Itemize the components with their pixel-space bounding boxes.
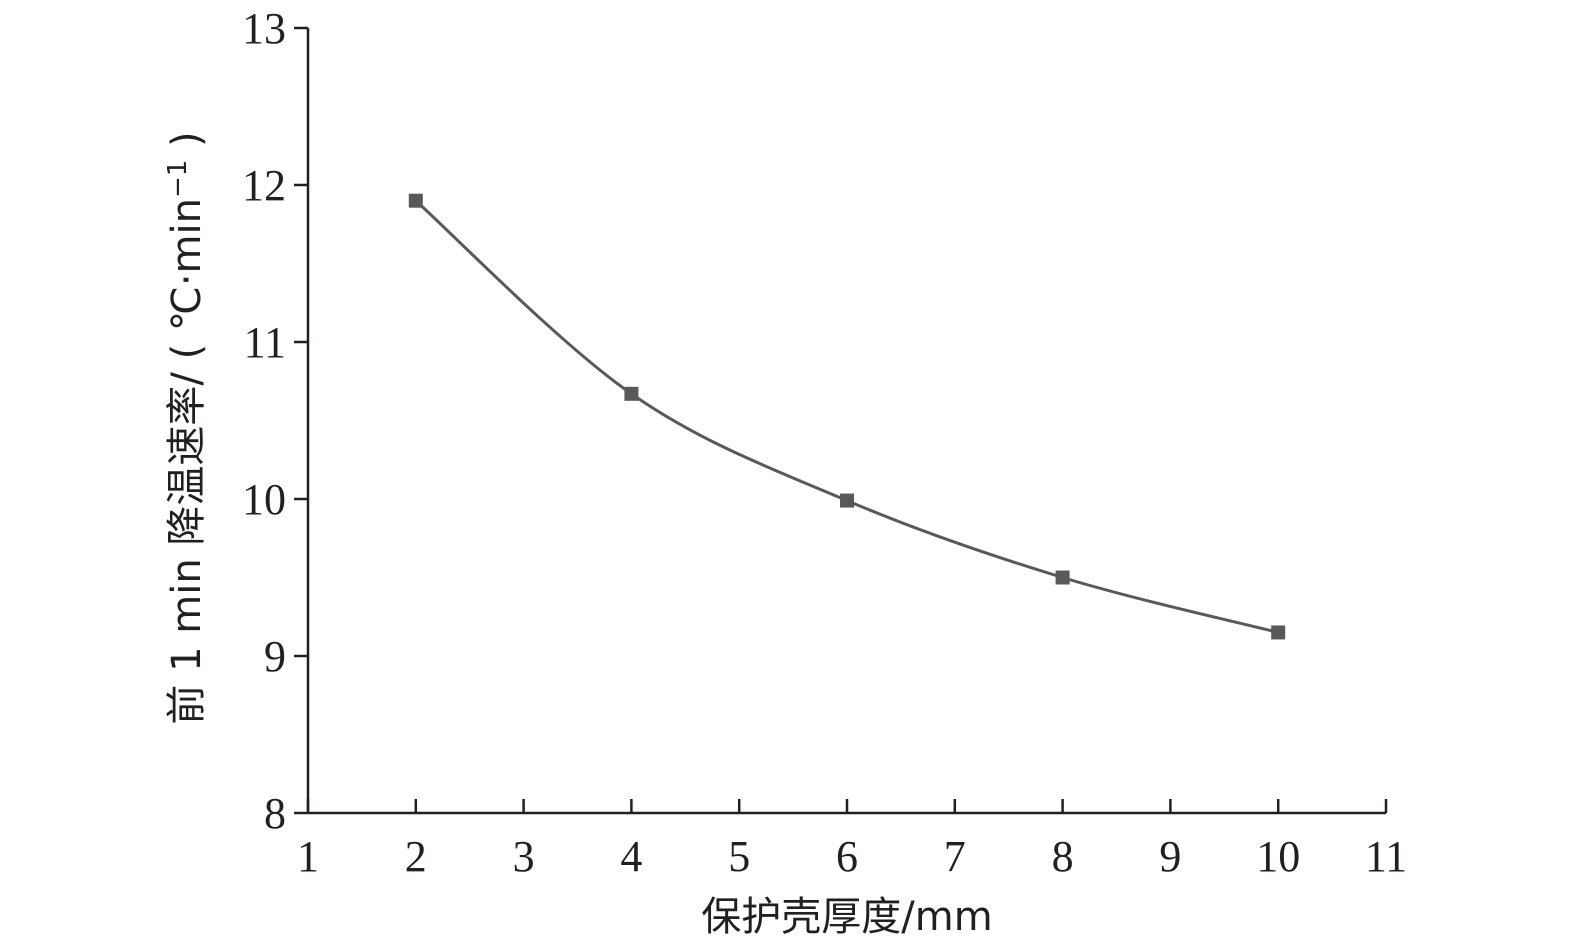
x-tick-label: 1: [297, 832, 319, 881]
x-tick-label: 8: [1052, 832, 1074, 881]
x-tick-label: 10: [1256, 832, 1300, 881]
x-tick-label: 9: [1159, 832, 1181, 881]
data-point: [1271, 625, 1286, 640]
data-point: [408, 193, 423, 208]
y-axis-title: 前 1 min 降温速率/ ( ℃·min−1 ): [163, 131, 210, 724]
y-tick-label: 10: [242, 475, 286, 524]
x-tick-label: 6: [836, 832, 858, 881]
x-tick-label: 2: [405, 832, 427, 881]
series-markers: [408, 193, 1286, 640]
x-tick-label: 3: [513, 832, 535, 881]
y-axis-title-main: 前 1 min 降温速率/ ( ℃·min: [164, 198, 210, 725]
data-point: [840, 493, 854, 508]
series-line: [414, 199, 1279, 634]
y-tick-label: 11: [244, 318, 286, 367]
x-tick-label: 7: [944, 832, 966, 881]
x-axis-title: 保护壳厚度/mm: [701, 894, 992, 940]
y-tick-label: 13: [242, 4, 286, 53]
x-tick-label: 11: [1365, 832, 1407, 881]
x-tick-label: 5: [728, 832, 750, 881]
data-point: [1055, 570, 1070, 585]
data-point: [624, 386, 639, 401]
y-tick-label: 9: [264, 632, 286, 681]
y-tick-label: 12: [242, 161, 286, 210]
y-axis-title-superscript: −1: [163, 160, 193, 198]
x-ticks: 1 2 3 4 5 6 7 8 9 10 11: [297, 799, 1407, 881]
y-tick-label: 8: [264, 789, 286, 838]
x-tick-label: 4: [620, 832, 642, 881]
y-axis-title-close: ): [164, 131, 210, 159]
y-ticks: 8 9 10 11 12 13: [242, 4, 308, 838]
